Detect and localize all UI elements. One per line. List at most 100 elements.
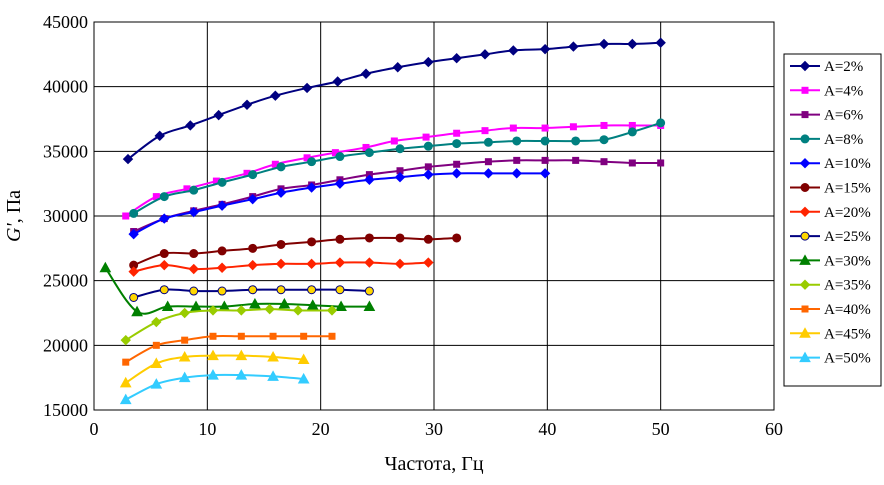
legend-label: A=10% xyxy=(824,156,871,172)
data-point xyxy=(99,261,112,273)
series-8 xyxy=(129,285,374,302)
data-point xyxy=(152,341,160,349)
data-point xyxy=(207,349,219,361)
data-point xyxy=(178,350,191,362)
legend-box xyxy=(783,53,882,387)
data-point xyxy=(216,200,228,211)
data-point xyxy=(307,157,317,167)
data-point xyxy=(569,123,577,131)
data-point xyxy=(656,118,666,128)
data-point xyxy=(301,82,313,94)
legend-item-13: A=50% xyxy=(790,351,871,367)
data-point xyxy=(217,246,227,256)
legend-item-1: A=2% xyxy=(790,59,863,75)
y-tick-label: 15000 xyxy=(43,400,88,420)
data-point xyxy=(241,99,253,110)
series-6 xyxy=(129,233,462,270)
data-point xyxy=(264,303,275,315)
data-point xyxy=(334,257,346,268)
y-axis-label: G', Па xyxy=(3,190,25,242)
data-point xyxy=(423,234,433,244)
series-3 xyxy=(130,156,665,236)
data-point xyxy=(364,233,374,243)
data-point xyxy=(539,43,551,55)
data-point xyxy=(599,135,609,145)
data-point xyxy=(213,109,224,121)
legend-item-5: A=10% xyxy=(790,156,871,172)
data-point xyxy=(207,369,219,380)
data-point xyxy=(423,257,434,268)
data-point xyxy=(451,53,462,64)
legend-marker xyxy=(799,327,811,338)
data-point xyxy=(424,163,432,171)
data-point xyxy=(159,285,169,295)
data-point xyxy=(189,249,199,259)
x-tick-label: 30 xyxy=(425,419,443,439)
series-line xyxy=(104,267,370,315)
data-point xyxy=(119,393,132,405)
legend-label: A=45% xyxy=(824,326,871,342)
data-point xyxy=(332,76,343,87)
legend-label: A=15% xyxy=(824,181,871,197)
data-point xyxy=(235,349,248,361)
legend-item-12: A=45% xyxy=(790,326,871,342)
data-point xyxy=(276,239,286,249)
data-point xyxy=(541,124,549,132)
data-point xyxy=(248,243,258,253)
data-point xyxy=(178,371,191,383)
data-point xyxy=(600,158,608,166)
legend-label: A=25% xyxy=(824,229,871,245)
series xyxy=(99,37,666,405)
data-point xyxy=(297,353,310,365)
legend-item-9: A=30% xyxy=(790,253,871,269)
legend-marker xyxy=(799,60,811,72)
data-point xyxy=(364,148,374,158)
data-point xyxy=(657,159,665,167)
data-point xyxy=(453,129,461,137)
data-point xyxy=(392,62,403,73)
legend-marker xyxy=(799,351,811,363)
legend-item-10: A=35% xyxy=(790,278,871,294)
data-point xyxy=(484,158,492,166)
series-12 xyxy=(119,349,310,388)
data-point xyxy=(131,305,143,317)
data-point xyxy=(453,160,461,168)
data-point xyxy=(422,133,430,141)
legend-label: A=30% xyxy=(824,253,871,269)
data-point xyxy=(627,127,637,137)
data-point xyxy=(423,169,434,180)
data-point xyxy=(159,249,169,259)
legend-marker xyxy=(799,157,811,169)
data-point xyxy=(270,90,281,101)
data-point xyxy=(364,286,374,296)
series-5 xyxy=(128,168,551,240)
data-point xyxy=(655,37,666,48)
series-13 xyxy=(119,369,310,405)
data-point xyxy=(572,156,580,164)
data-point xyxy=(513,156,521,164)
legend-marker xyxy=(801,305,809,313)
legend-item-8: A=25% xyxy=(790,229,871,245)
data-point xyxy=(628,159,636,167)
legend-item-3: A=6% xyxy=(790,108,863,124)
data-point xyxy=(508,45,519,56)
x-tick-label: 10 xyxy=(198,419,216,439)
data-point xyxy=(540,136,550,146)
data-point xyxy=(568,41,579,52)
data-point xyxy=(600,121,608,129)
data-point xyxy=(217,286,227,296)
x-tick-label: 20 xyxy=(312,419,330,439)
x-tick-label: 50 xyxy=(652,419,670,439)
data-point xyxy=(150,357,163,368)
data-point xyxy=(335,285,345,295)
data-point xyxy=(335,234,345,244)
series-line xyxy=(133,236,457,267)
y-tick-label: 35000 xyxy=(43,141,88,161)
legend: A=2% A=4% A=6% A=8% A=10% A=15% A=20% A=25% A=30… xyxy=(790,59,871,367)
data-point xyxy=(188,263,199,275)
grid xyxy=(94,22,774,410)
data-point xyxy=(627,38,638,50)
data-point xyxy=(326,305,338,316)
y-axis-label-symbol: G' xyxy=(3,223,25,242)
data-point xyxy=(363,300,376,312)
